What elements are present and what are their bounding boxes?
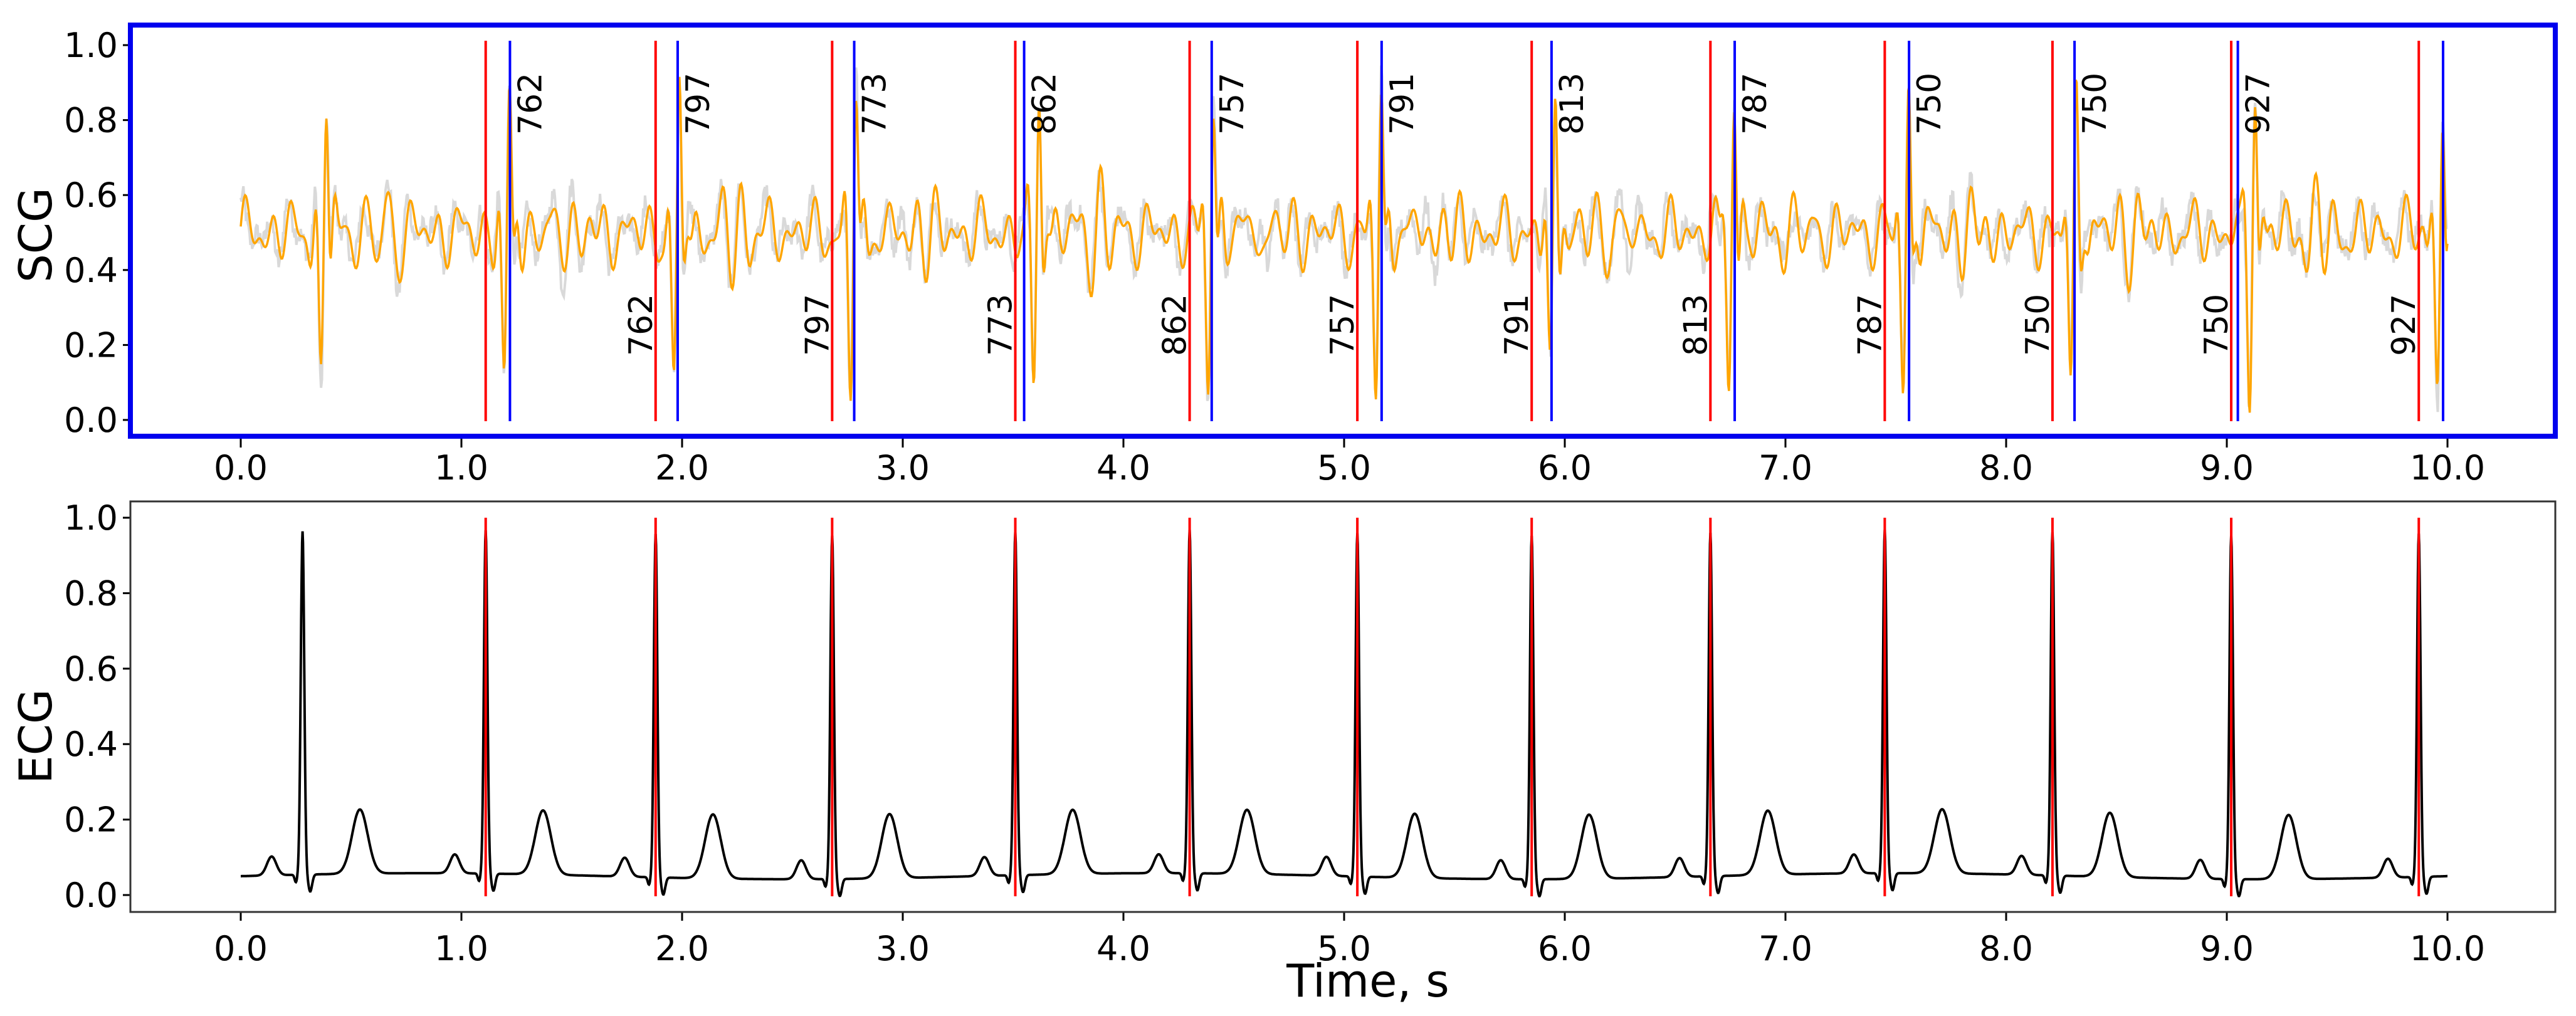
y-tick-label: 0.2 <box>64 800 118 840</box>
scg-interval-label-bottom: 787 <box>1851 294 1889 356</box>
y-tick-label: 1.0 <box>64 498 118 538</box>
x-tick-label: 9.0 <box>2200 929 2254 968</box>
scg-interval-label-bottom: 762 <box>623 294 660 356</box>
scg-interval-label-top: 797 <box>680 73 717 135</box>
y-tick-label: 0.6 <box>64 649 118 689</box>
scg-interval-label-bottom: 773 <box>982 294 1020 356</box>
y-tick-label: 0.0 <box>64 401 118 440</box>
x-tick-label: 3.0 <box>876 448 930 488</box>
scg-interval-label-top: 813 <box>1553 73 1591 135</box>
scg-filtered-series-line <box>239 76 2449 413</box>
ecg-y-axis-label: ECG <box>9 689 62 784</box>
scg-interval-label-bottom: 750 <box>2198 294 2236 356</box>
x-tick-label: 7.0 <box>1759 929 1812 968</box>
scg-interval-label-top: 762 <box>512 73 549 135</box>
ecg-plot-area: 0.0 0.2 0.4 0.6 0.8 1.0 0.0 1.0 2.0 3.0 4.0 5.0 6.0 7… <box>64 498 2485 968</box>
scg-panel: SCG 0.0 0.2 0.4 0.6 0.8 1.0 0.0 1.0 2.0 3.0 4.0 5.0… <box>9 23 2558 488</box>
y-tick-label: 0.8 <box>64 573 118 613</box>
x-tick-label: 0.0 <box>214 929 268 968</box>
y-tick-label: 0.4 <box>64 251 118 290</box>
scg-plot-area: 0.0 0.2 0.4 0.6 0.8 1.0 0.0 1.0 2.0 3.0 4.0 5.0 6.0 7… <box>64 26 2485 488</box>
scg-interval-label-top: 773 <box>856 73 894 135</box>
y-tick-label: 0.2 <box>64 325 118 365</box>
scg-interval-label-bottom: 750 <box>2019 294 2057 356</box>
scg-interval-label-top: 791 <box>1384 73 1421 135</box>
scg-interval-label-top: 757 <box>1214 73 1251 135</box>
scg-interval-label-bottom: 813 <box>1677 294 1715 356</box>
scg-interval-label-top: 750 <box>2076 73 2114 135</box>
x-tick-label: 10.0 <box>2410 929 2485 968</box>
x-tick-label: 3.0 <box>876 929 930 968</box>
scg-frame <box>128 23 2558 439</box>
scg-interval-label-top: 750 <box>1911 73 1948 135</box>
scg-interval-label-top: 862 <box>1026 73 1064 135</box>
scg-interval-label-top: 787 <box>1737 73 1774 135</box>
x-tick-label: 10.0 <box>2410 448 2485 488</box>
x-tick-label: 2.0 <box>655 929 709 968</box>
x-tick-label: 5.0 <box>1317 929 1371 968</box>
x-tick-label: 2.0 <box>655 448 709 488</box>
y-tick-label: 0.6 <box>64 175 118 215</box>
ecg-series-line <box>241 530 2447 898</box>
x-tick-label: 6.0 <box>1538 929 1592 968</box>
y-tick-label: 0.4 <box>64 725 118 764</box>
y-tick-label: 0.8 <box>64 101 118 140</box>
x-tick-label: 0.0 <box>214 448 268 488</box>
scg-interval-label-top: 927 <box>2240 73 2278 135</box>
x-tick-label: 8.0 <box>1979 448 2033 488</box>
scg-interval-label-bottom: 757 <box>1324 294 1362 356</box>
scg-y-axis-label: SCG <box>9 187 62 283</box>
x-tick-label: 1.0 <box>434 448 488 488</box>
ecg-x-axis-label: Time, s <box>1286 955 1449 1007</box>
x-tick-label: 5.0 <box>1317 448 1371 488</box>
x-tick-label: 4.0 <box>1096 448 1150 488</box>
scg-interval-label-bottom: 862 <box>1157 294 1194 356</box>
x-tick-label: 9.0 <box>2200 448 2254 488</box>
scg-interval-label-bottom: 927 <box>2385 294 2423 356</box>
scg-interval-label-bottom: 791 <box>1498 294 1536 356</box>
x-tick-label: 6.0 <box>1538 448 1592 488</box>
y-tick-label: 0.0 <box>64 876 118 915</box>
ecg-frame <box>129 500 2557 913</box>
x-tick-label: 8.0 <box>1979 929 2033 968</box>
y-tick-label: 1.0 <box>64 26 118 65</box>
ecg-panel: ECG 0.0 0.2 0.4 0.6 0.8 1.0 0.0 1.0 2.0 3.0 4.0 5.0… <box>9 498 2557 1007</box>
x-tick-label: 7.0 <box>1759 448 1812 488</box>
x-tick-label: 1.0 <box>434 929 488 968</box>
x-tick-label: 4.0 <box>1096 929 1150 968</box>
scg-interval-label-bottom: 797 <box>799 294 836 356</box>
